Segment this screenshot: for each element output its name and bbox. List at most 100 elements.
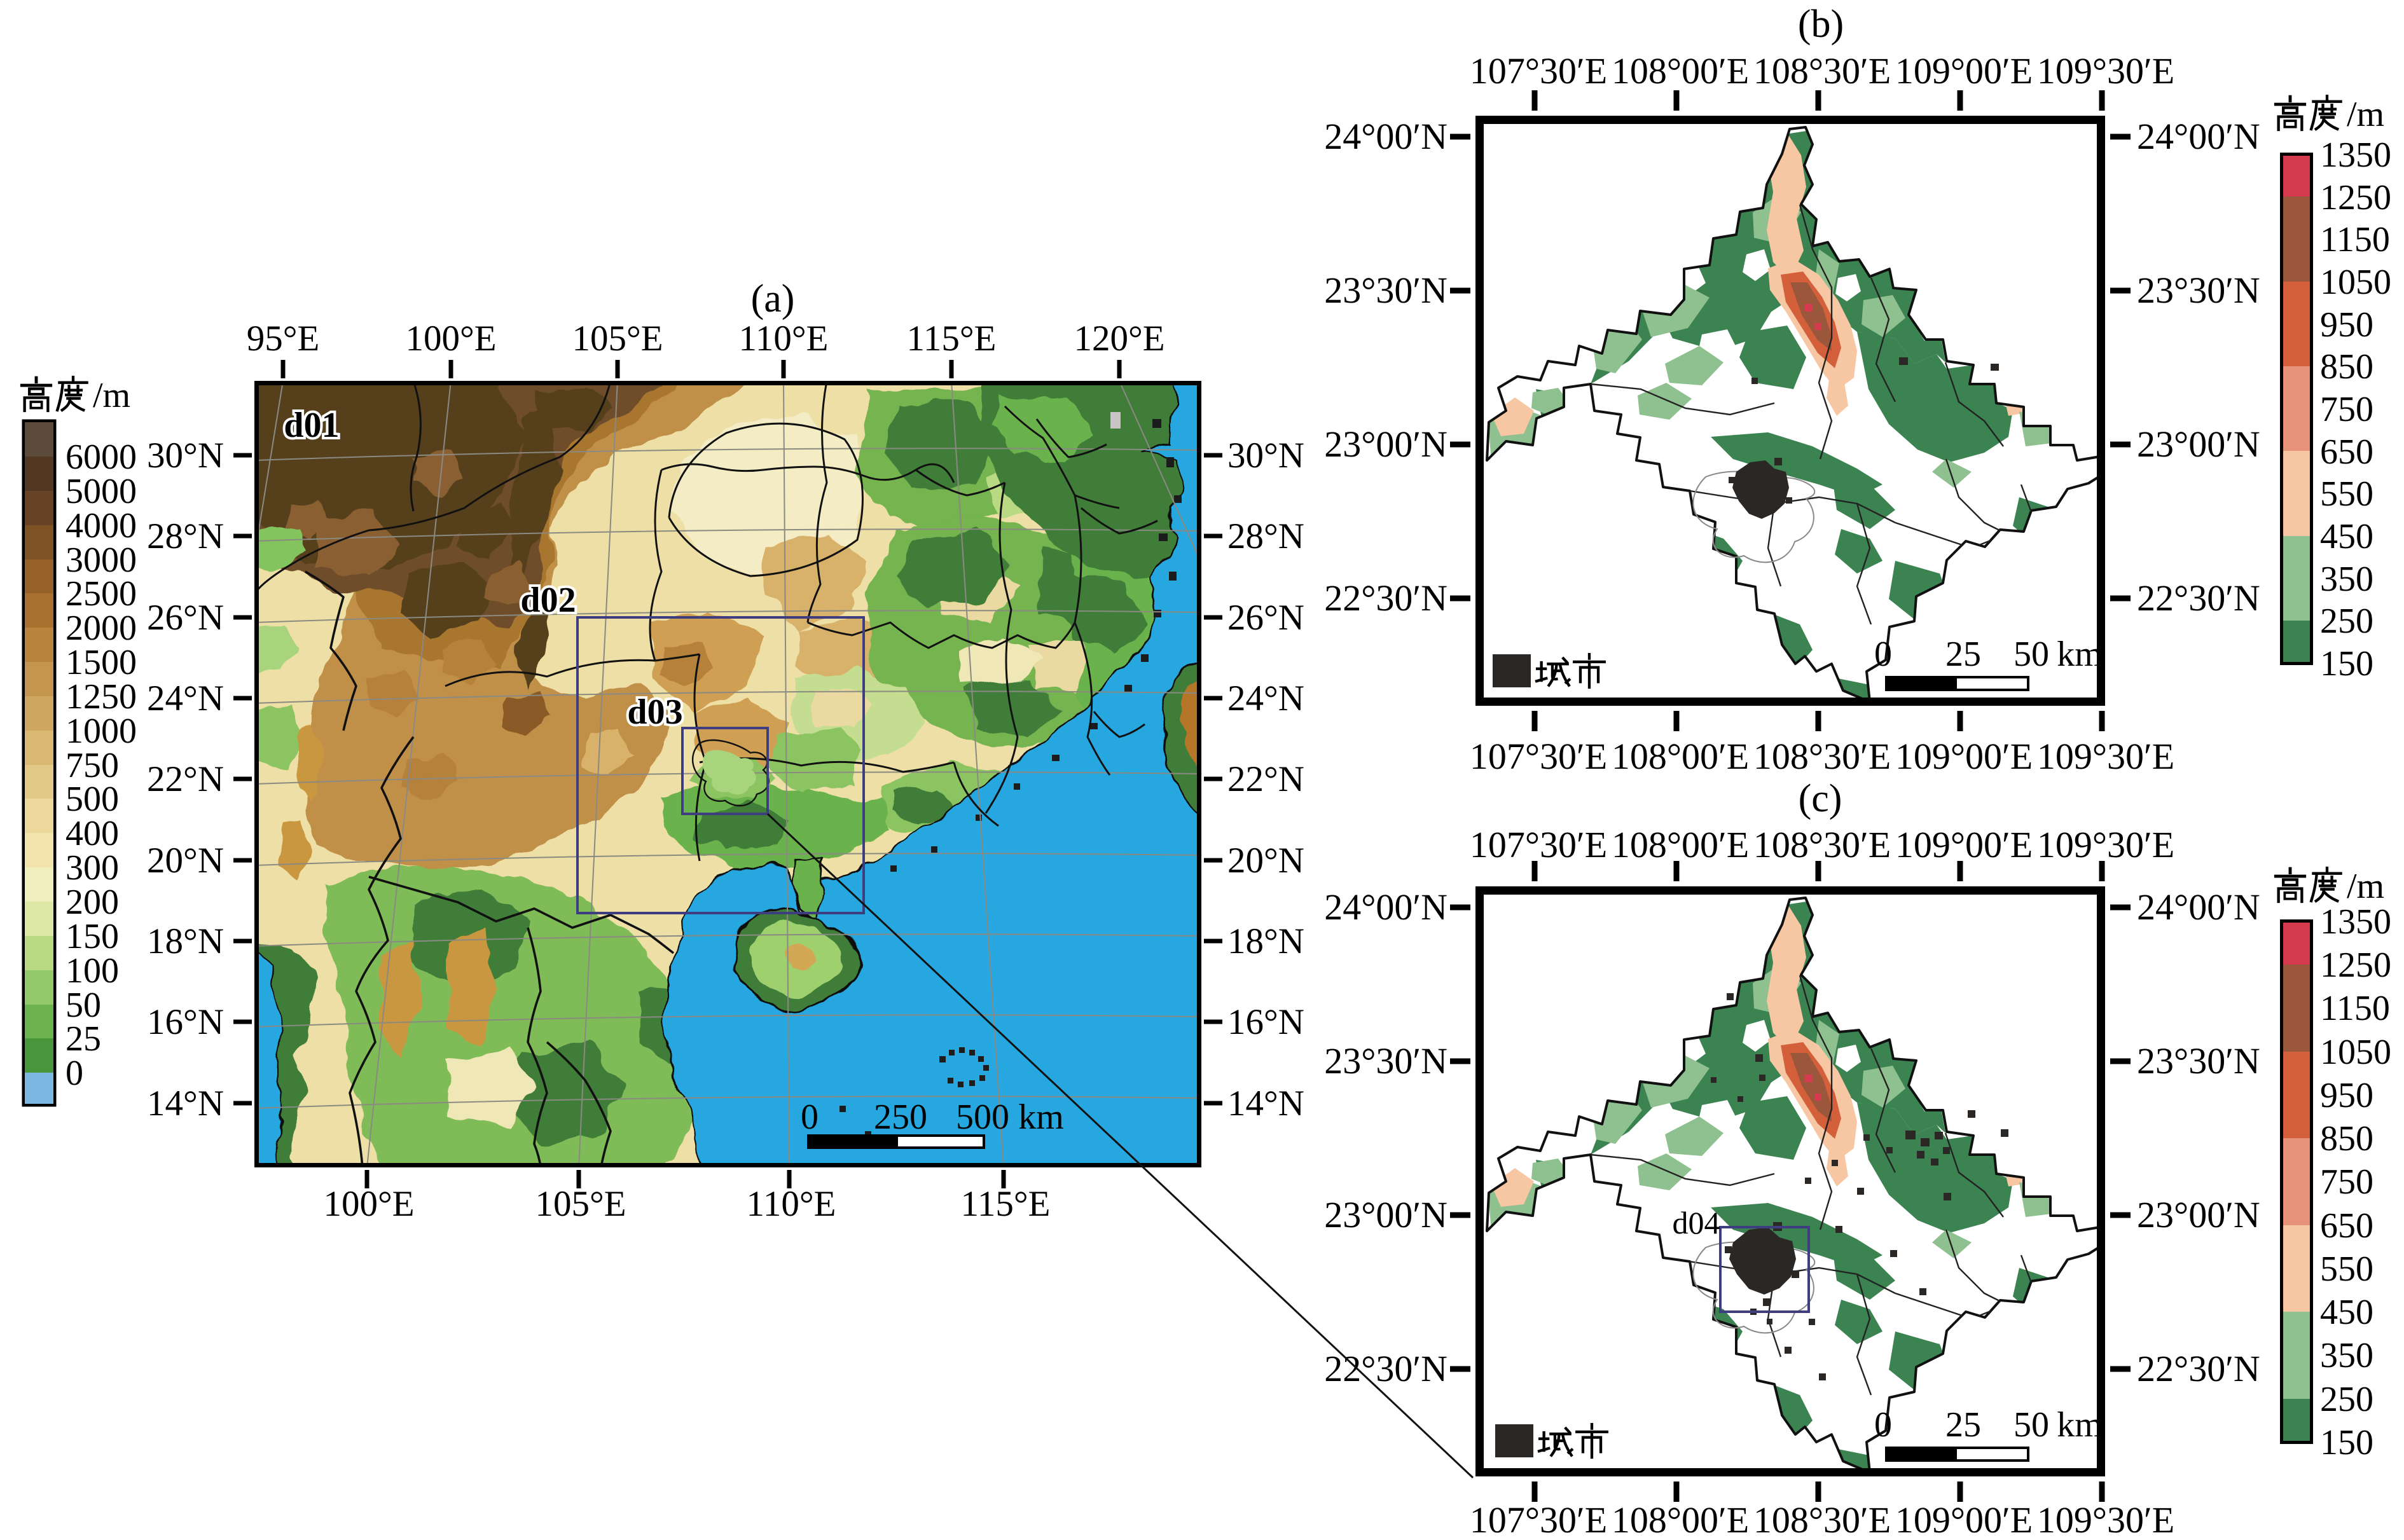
svg-text:500: 500 (66, 780, 119, 819)
svg-text:1150: 1150 (2320, 989, 2390, 1028)
svg-text:1000: 1000 (66, 712, 137, 751)
svg-text:km: km (2057, 1405, 2103, 1445)
svg-text:24°00′N: 24°00′N (1324, 886, 1447, 928)
svg-text:0: 0 (801, 1097, 819, 1137)
svg-text:/m: /m (2347, 867, 2384, 906)
svg-text:500: 500 (956, 1097, 1009, 1137)
svg-text:550: 550 (2320, 474, 2373, 514)
svg-text:25: 25 (1945, 635, 1981, 674)
svg-text:28°N: 28°N (147, 516, 224, 556)
svg-text:650: 650 (2320, 432, 2373, 472)
svg-text:1050: 1050 (2320, 1033, 2391, 1072)
svg-text:107°30′E: 107°30′E (1470, 736, 1607, 777)
svg-text:(a): (a) (751, 277, 795, 320)
svg-text:1250: 1250 (66, 677, 137, 717)
svg-text:50: 50 (2014, 635, 2049, 674)
svg-text:108°30′E: 108°30′E (1753, 50, 1891, 92)
svg-text:110°E: 110°E (747, 1184, 836, 1224)
svg-text:24°00′N: 24°00′N (1324, 116, 1447, 157)
svg-text:25: 25 (66, 1019, 101, 1059)
svg-text:23°30′N: 23°30′N (2137, 270, 2260, 311)
svg-text:750: 750 (2320, 1162, 2373, 1202)
svg-text:26°N: 26°N (147, 598, 224, 638)
svg-text:200: 200 (66, 883, 119, 922)
svg-text:23°00′N: 23°00′N (1324, 1194, 1447, 1235)
svg-text:d04: d04 (1673, 1205, 1720, 1241)
svg-text:0: 0 (1874, 635, 1892, 674)
svg-text:30°N: 30°N (1227, 436, 1304, 476)
svg-text:16°N: 16°N (1227, 1002, 1304, 1042)
svg-text:107°30′E: 107°30′E (1470, 1499, 1607, 1537)
svg-text:1250: 1250 (2320, 945, 2391, 985)
svg-text:110°E: 110°E (739, 319, 829, 359)
svg-text:22°N: 22°N (147, 759, 224, 799)
svg-text:109°00′E: 109°00′E (1895, 736, 2033, 777)
svg-text:(c): (c) (1799, 777, 1842, 820)
svg-text:24°N: 24°N (147, 678, 224, 718)
svg-text:26°N: 26°N (1227, 598, 1304, 638)
svg-text:0: 0 (66, 1054, 83, 1093)
svg-text:850: 850 (2320, 347, 2373, 387)
svg-text:km: km (2057, 635, 2103, 674)
svg-text:23°30′N: 23°30′N (2137, 1040, 2260, 1082)
svg-text:/m: /m (2347, 95, 2384, 134)
svg-text:105°E: 105°E (572, 319, 663, 359)
svg-text:108°00′E: 108°00′E (1612, 824, 1749, 865)
svg-text:24°N: 24°N (1227, 678, 1304, 718)
svg-text:1250: 1250 (2320, 178, 2391, 217)
svg-text:22°30′N: 22°30′N (1324, 1348, 1447, 1389)
svg-text:850: 850 (2320, 1119, 2373, 1158)
svg-text:105°E: 105°E (535, 1184, 626, 1224)
svg-text:d02: d02 (520, 581, 576, 620)
svg-text:109°00′E: 109°00′E (1895, 50, 2033, 92)
svg-text:350: 350 (2320, 1336, 2373, 1375)
svg-text:30°N: 30°N (147, 436, 224, 476)
svg-text:20°N: 20°N (147, 841, 224, 881)
svg-text:109°00′E: 109°00′E (1895, 1499, 2033, 1537)
svg-text:100°E: 100°E (323, 1184, 414, 1224)
svg-text:750: 750 (66, 746, 119, 785)
svg-text:107°30′E: 107°30′E (1470, 50, 1607, 92)
svg-text:23°00′N: 23°00′N (2137, 423, 2260, 465)
svg-text:108°00′E: 108°00′E (1612, 50, 1749, 92)
svg-text:109°30′E: 109°30′E (2037, 1499, 2174, 1537)
svg-text:1500: 1500 (66, 643, 137, 682)
svg-text:20°N: 20°N (1227, 841, 1304, 881)
svg-text:1350: 1350 (2320, 902, 2391, 942)
svg-text:23°30′N: 23°30′N (1324, 270, 1447, 311)
svg-text:5000: 5000 (66, 472, 137, 511)
svg-text:18°N: 18°N (1227, 921, 1304, 961)
svg-text:108°30′E: 108°30′E (1753, 824, 1891, 865)
svg-text:28°N: 28°N (1227, 516, 1304, 556)
svg-text:0: 0 (1874, 1405, 1892, 1445)
svg-text:23°30′N: 23°30′N (1324, 1040, 1447, 1082)
svg-text:250: 250 (874, 1097, 927, 1137)
svg-text:22°30′N: 22°30′N (2137, 1348, 2260, 1389)
svg-text:108°30′E: 108°30′E (1753, 1499, 1891, 1537)
svg-text:23°00′N: 23°00′N (1324, 423, 1447, 465)
svg-text:108°30′E: 108°30′E (1753, 736, 1891, 777)
svg-text:24°00′N: 24°00′N (2137, 886, 2260, 928)
svg-text:23°00′N: 23°00′N (2137, 1194, 2260, 1235)
svg-text:109°30′E: 109°30′E (2037, 736, 2174, 777)
svg-text:108°00′E: 108°00′E (1612, 1499, 1749, 1537)
svg-text:25: 25 (1945, 1405, 1981, 1445)
svg-text:115°E: 115°E (907, 319, 997, 359)
svg-text:550: 550 (2320, 1249, 2373, 1289)
svg-text:450: 450 (2320, 1293, 2373, 1332)
svg-text:250: 250 (2320, 1380, 2373, 1419)
svg-text:14°N: 14°N (147, 1083, 224, 1124)
svg-text:1050: 1050 (2320, 263, 2391, 302)
svg-text:150: 150 (66, 917, 119, 956)
svg-text:300: 300 (66, 848, 119, 888)
svg-text:d01: d01 (284, 406, 339, 445)
svg-text:16°N: 16°N (147, 1002, 224, 1042)
svg-text:650: 650 (2320, 1206, 2373, 1246)
svg-text:22°N: 22°N (1227, 759, 1304, 799)
svg-text:400: 400 (66, 814, 119, 853)
svg-text:109°00′E: 109°00′E (1895, 824, 2033, 865)
svg-text:2500: 2500 (66, 574, 137, 614)
svg-text:107°30′E: 107°30′E (1470, 824, 1607, 865)
svg-text:108°00′E: 108°00′E (1612, 736, 1749, 777)
svg-text:250: 250 (2320, 602, 2373, 641)
